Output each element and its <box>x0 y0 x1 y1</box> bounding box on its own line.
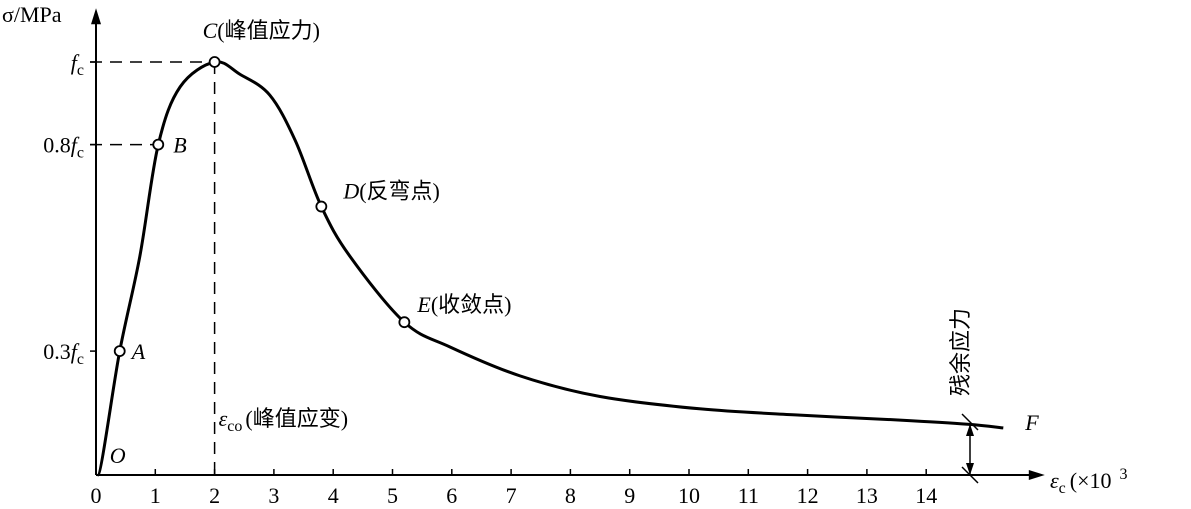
point-name: D <box>342 179 359 204</box>
y-tick-sub: c <box>77 351 84 368</box>
x-tick-label: 7 <box>506 483 517 508</box>
point-name: F <box>1024 410 1039 435</box>
x-label-sub: c <box>1059 480 1066 497</box>
peak-strain-symbol: ε <box>219 406 228 431</box>
point-marker <box>208 56 221 68</box>
peak-strain-text: (峰值应变) <box>245 406 348 431</box>
point-label: E(收敛点) <box>416 292 511 317</box>
y-tick-f: f <box>71 50 80 75</box>
point-note: (收敛点) <box>431 292 512 317</box>
stress-strain-curve <box>96 60 1004 477</box>
y-tick-sub: c <box>77 145 84 162</box>
x-tick-label: 12 <box>797 483 819 508</box>
residual-arrow-bottom <box>966 463 974 475</box>
residual-tick <box>961 413 979 431</box>
point-name: C <box>203 18 218 43</box>
peak-strain-sub: co <box>227 418 242 435</box>
x-tick-label: 2 <box>209 483 220 508</box>
x-tick-label: 14 <box>915 483 937 508</box>
x-tick-label: 3 <box>268 483 279 508</box>
point-label: A <box>130 339 146 364</box>
y-tick-f: f <box>71 133 80 158</box>
point-marker <box>152 138 165 151</box>
point-marker <box>113 345 126 358</box>
x-tick-label: 9 <box>624 483 635 508</box>
x-tick-label: 11 <box>738 483 759 508</box>
y-tick-label: fc <box>71 50 84 79</box>
point-name: O <box>110 443 126 468</box>
x-label-text: (×10 <box>1070 468 1112 493</box>
y-tick-text: f <box>71 50 80 75</box>
x-tick-label: 10 <box>678 483 700 508</box>
x-tick-label: 4 <box>328 483 339 508</box>
point-name: A <box>130 339 146 364</box>
point-label: F <box>1024 410 1039 435</box>
point-label: C(峰值应力) <box>203 18 320 43</box>
peak-strain-label: εco (峰值应变) <box>219 406 348 435</box>
point-marker <box>398 316 411 329</box>
y-tick-label: 0.8fc <box>43 133 84 162</box>
y-tick-text: 0.8f <box>43 133 80 158</box>
point-name: B <box>173 133 186 158</box>
x-tick-label: 0 <box>91 483 102 508</box>
point-label: O <box>110 443 126 468</box>
y-tick-f: f <box>71 339 80 364</box>
residual-tick <box>961 466 979 484</box>
x-tick-label: 5 <box>387 483 398 508</box>
point-name: E <box>416 292 431 317</box>
y-tick-num: 0.8 <box>43 133 71 158</box>
x-tick-label: 1 <box>150 483 161 508</box>
y-axis-label: σ/MPa <box>2 2 62 27</box>
x-tick-label: 8 <box>565 483 576 508</box>
x-label-symbol: ε <box>1050 468 1059 493</box>
x-tick-label: 13 <box>856 483 878 508</box>
x-axis-label: εc (×10 3 <box>1050 466 1128 497</box>
residual-label: 残余应力 <box>948 308 973 396</box>
x-tick-label: 6 <box>446 483 457 508</box>
y-tick-text: 0.3f <box>43 339 80 364</box>
point-note: (峰值应力) <box>217 18 320 43</box>
x-label-sup: 3 <box>1120 466 1128 483</box>
y-tick-sub: c <box>77 62 84 79</box>
point-label: B <box>173 133 186 158</box>
y-axis-arrow <box>91 8 101 25</box>
y-tick-num: 0.3 <box>43 339 71 364</box>
point-note: (反弯点) <box>359 179 440 204</box>
point-label: D(反弯点) <box>342 179 440 204</box>
x-axis-arrow <box>1028 470 1045 480</box>
y-tick-label: 0.3fc <box>43 339 84 368</box>
residual-arrow-top <box>966 424 974 436</box>
point-marker <box>315 200 328 213</box>
